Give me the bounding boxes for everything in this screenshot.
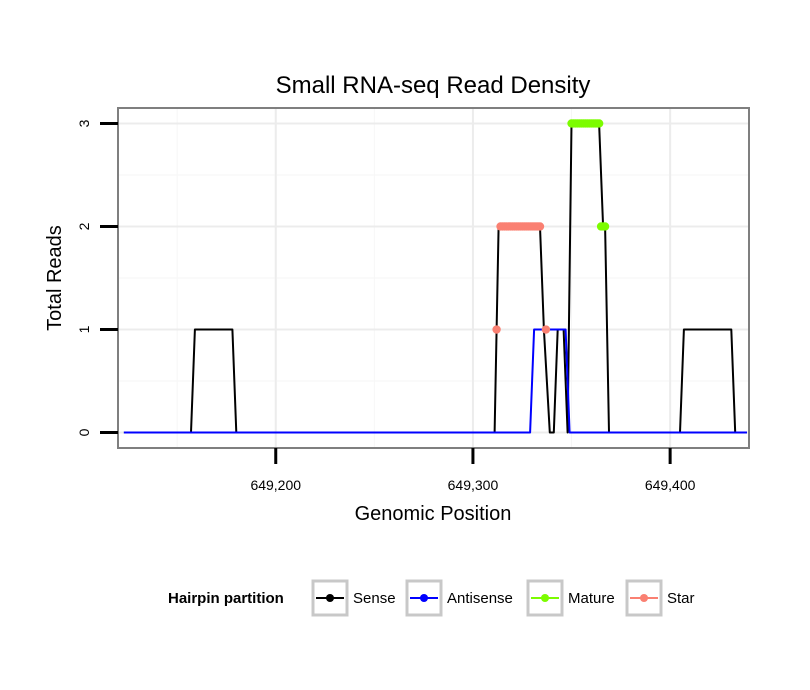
data-point-mature [600, 222, 610, 231]
x-tick-label: 649,400 [645, 477, 696, 493]
legend-label-antisense: Antisense [447, 590, 513, 607]
legend-label-star: Star [667, 590, 695, 607]
legend-key-point [640, 594, 648, 602]
y-tick-label: 0 [76, 428, 92, 436]
y-tick-label: 1 [76, 325, 92, 333]
data-point-star [535, 222, 545, 231]
plot-panel [117, 107, 750, 449]
x-tick-label: 649,300 [448, 477, 499, 493]
legend-title: Hairpin partition [168, 590, 284, 607]
data-point-star [492, 325, 501, 334]
data-point-star [541, 325, 551, 334]
legend: Hairpin partition Sense Antisense Mature St… [168, 579, 695, 617]
x-axis-title: Genomic Position [355, 503, 512, 525]
x-tick-label: 649,200 [250, 477, 301, 493]
plot-border [117, 107, 750, 449]
legend-key-point [420, 594, 428, 602]
legend-key-point [326, 594, 334, 602]
y-tick-label: 3 [76, 119, 92, 127]
y-tick-label: 2 [76, 222, 92, 230]
legend-label-mature: Mature [568, 590, 615, 607]
chart-title: Small RNA-seq Read Density [276, 72, 591, 99]
data-point-mature [594, 119, 604, 128]
legend-key-point [541, 594, 549, 602]
legend-label-sense: Sense [353, 590, 396, 607]
y-axis-title: Total Reads [44, 225, 66, 331]
